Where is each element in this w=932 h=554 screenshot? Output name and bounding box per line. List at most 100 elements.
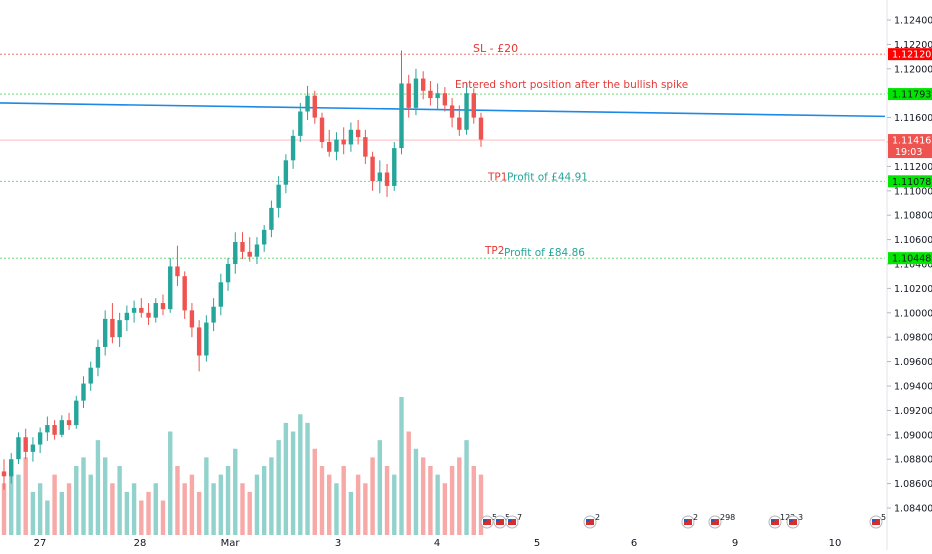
event-flag-marker[interactable]: 5 [480,513,497,529]
candle-body [312,95,317,118]
event-flag-marker[interactable]: 7 [505,513,522,529]
flag-stripe [771,519,779,525]
candle-body [146,312,151,318]
candle-body [131,307,137,313]
event-markers[interactable]: 5572229812235 [480,513,886,529]
event-count: 298 [720,513,735,522]
event-count: 2 [693,513,698,522]
volume-bar [81,457,86,535]
volume-bar [406,431,411,535]
volume-bar [420,457,426,535]
x-axis: 27 28 Mar 3 4 5 6 9 10 [34,538,842,549]
event-count: 122 [780,513,795,522]
volume-bar [95,440,101,535]
volume-bar [370,457,375,535]
volume-bar [457,457,462,535]
volume-bar [348,491,354,535]
candle-body [377,172,383,182]
volume-bar [247,491,252,535]
price-level-lines [0,53,885,259]
event-count: 3 [798,513,803,522]
volume-bar [442,483,448,535]
candle-body [218,282,224,307]
candle-body [457,117,462,130]
volume-bar [384,466,390,535]
x-tick-label: 28 [134,538,147,549]
flag-canton [586,519,590,522]
price-tick-label: 1.10000 [894,308,932,319]
volume-bar [312,448,317,535]
price-tick-label: 1.11200 [894,162,932,173]
event-count: 2 [595,513,600,522]
volume-bar [355,474,361,535]
price-tick-label: 1.11000 [894,186,932,197]
volume-bar [204,457,209,535]
price-tick-label: 1.09200 [894,406,932,417]
x-tick-label: 3 [335,538,341,549]
blue-trend-line[interactable] [0,102,886,118]
price-tick-label: 1.11600 [894,113,932,124]
event-count: 7 [517,513,522,522]
volume-bar [478,474,484,535]
volume-bar [464,440,469,535]
candle-body [392,148,397,186]
tp1-profit-label: Profit of £44.91 [507,171,588,183]
volume-bar [175,466,180,535]
volume-bar [290,431,296,535]
volume-bar [305,422,310,535]
event-flag-marker[interactable]: 2 [681,513,698,529]
volume-bar [153,483,158,535]
volume-bar [449,466,455,535]
entry-annotation: Entered short position after the bullish… [455,79,688,91]
x-tick-label: 9 [732,538,738,549]
volume-bar [327,474,332,535]
tp2-profit-label: Profit of £84.86 [504,247,585,259]
flag-canton [872,519,876,522]
volume-bar [66,483,72,535]
candle-body [478,117,484,140]
level-annotations: SL - £20 Entered short position after the… [455,42,688,259]
volume-bar [233,448,238,535]
candle-body [406,83,411,108]
volume-bar [471,466,476,535]
price-tick-label: 1.10400 [894,260,932,271]
candle-body [110,318,115,338]
event-flag-marker[interactable]: 122 [768,513,795,529]
volume-bar [52,474,57,535]
volume-bar [23,457,28,535]
candle-body [117,320,122,338]
candle-body [52,425,57,435]
candle-body [88,367,93,384]
volume-bar [59,491,65,535]
candle-body [196,327,202,356]
volume-bar [211,483,216,535]
level-badge-text-tp2: 1.10448 [892,254,931,265]
x-tick-label: 27 [34,538,47,549]
x-tick-label: 10 [829,538,842,549]
volume-bar [189,474,195,535]
candle-body [175,266,180,277]
event-flag-marker[interactable]: 5 [869,513,886,529]
candle-body [363,137,368,157]
event-flag-marker[interactable]: 3 [786,513,803,529]
volume-bar [74,466,79,535]
candle-body [233,242,238,264]
candle-body [139,307,144,313]
candle-body [81,383,86,401]
sl-annotation: SL - £20 [473,42,518,55]
level-badge-sl [888,48,932,61]
event-flag-marker[interactable]: 298 [708,513,735,529]
trend-line[interactable] [0,102,886,118]
event-flag-marker[interactable]: 2 [583,513,600,529]
candle-body [399,83,404,149]
volume-bar [9,466,14,535]
price-axis[interactable]: 1.124001.122001.120001.118001.116001.114… [886,0,932,550]
volume-bar [196,491,202,535]
volume-bar [435,474,440,535]
price-tick-label: 1.09800 [894,333,932,344]
candle-body [182,276,187,311]
candle-body [95,346,101,368]
